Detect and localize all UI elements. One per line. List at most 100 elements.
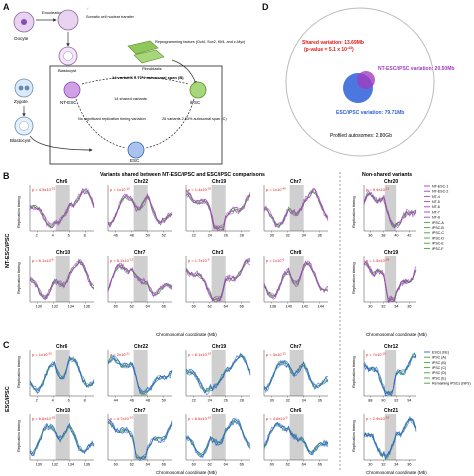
b-plot-bottom-4: Chr8 p = 1x10-6 138 140 142 144 — [263, 250, 329, 309]
x-tick-label: 36 — [318, 234, 322, 238]
x-tick-label: 46 — [114, 234, 118, 238]
x-tick-label: 34 — [302, 234, 306, 238]
series-line — [363, 261, 417, 303]
chromosome-label: Chr7 — [134, 408, 146, 414]
series-line — [185, 193, 251, 230]
x-tick-label: 64 — [224, 305, 228, 309]
x-tick-label: 62 — [286, 463, 290, 467]
x-tick-label: 62 — [130, 305, 134, 309]
x-tick-label: 6 — [68, 234, 70, 238]
variant-region — [211, 185, 226, 231]
x-tick-label: 28 — [240, 399, 244, 403]
x-tick-label: 30 — [270, 234, 274, 238]
x-tick-label: 134 — [68, 305, 74, 309]
blastocyst-left-label: Blastocyst — [10, 138, 31, 143]
panel-label-d: D — [262, 2, 269, 12]
variant-region — [133, 350, 148, 396]
variant-region — [384, 256, 397, 302]
series-line — [263, 422, 329, 456]
panel-b-row-label: NT-ESC/iPSC — [5, 233, 11, 268]
legend-c: ESCs (hE) iPSC (A)iPSC (B)iPSC (C)iPSC (D… — [424, 350, 471, 386]
legend-label: iPSC (B) — [432, 361, 446, 365]
x-tick-label: 60 — [114, 305, 118, 309]
x-tick-label: 130 — [36, 463, 42, 467]
series-line — [185, 189, 251, 231]
x-tick-label: 22 — [192, 399, 196, 403]
series-line — [29, 190, 95, 227]
oocyte-label: Oocyte — [14, 36, 29, 41]
x-tick-label: 142 — [302, 305, 308, 309]
variant-region — [289, 350, 304, 396]
nt-ipsc-circle — [357, 71, 375, 89]
x-tick-label: 34 — [302, 399, 306, 403]
x-tick-label: 24 — [208, 399, 212, 403]
legend-label: NT-4 — [432, 195, 440, 199]
x-tick-label: 62 — [130, 463, 134, 467]
panel-b-nonshared: Non-shared variants — [362, 172, 412, 178]
p-value: p = 1.4x10-20 — [188, 187, 211, 193]
x-tick-label: 22 — [192, 234, 196, 238]
legend-label: iPSC-F — [432, 247, 444, 251]
x-tick-label: 46 — [130, 399, 134, 403]
right-variants-label: 26 variants 2.63% autosomal span (C) — [162, 117, 227, 121]
legend-label: iPSC-B — [432, 226, 444, 230]
fibroblast-2 — [133, 49, 165, 64]
x-tick-label: 66 — [162, 463, 166, 467]
series-line — [185, 258, 251, 302]
x-tick-label: 64 — [146, 463, 150, 467]
x-tick-label: 132 — [52, 305, 58, 309]
series-line — [263, 260, 329, 299]
legend-label: NT-5 — [432, 200, 440, 204]
p-value: p = 1x10-40 — [266, 187, 286, 193]
p-value: p = 4.5x10-32 — [32, 187, 55, 193]
chromosome-label: Chr6 — [56, 344, 68, 350]
p-value: p = 9.4x10-12 — [366, 187, 389, 193]
p-value: p = 6.1x10-19 — [188, 352, 211, 358]
x-tick-label: 140 — [286, 305, 292, 309]
chromosome-label: Chr7 — [134, 250, 146, 256]
x-tick-label: 30 — [270, 399, 274, 403]
nt-esc-cell — [63, 81, 81, 99]
legend-label: iPSC (D) — [432, 371, 446, 375]
b-xlabel: Chromosomal coordinate (Mb) — [156, 332, 217, 337]
x-tick-label: 60 — [114, 463, 118, 467]
reprog-arrow — [171, 59, 197, 85]
x-tick-label: 52 — [162, 234, 166, 238]
p-value: p = 4.7x10-10 — [110, 416, 133, 422]
series-line — [29, 424, 95, 456]
x-tick-label: 60 — [192, 463, 196, 467]
esc-cell — [127, 141, 145, 159]
legend-label: iPSC-C — [432, 231, 444, 235]
c-plot-top-2: Chr22 p = 2x10-21 44 46 48 50 — [107, 344, 173, 403]
x-tick-label: 60 — [270, 463, 274, 467]
legend-label: iPSC-D — [432, 236, 444, 240]
p-value: p = 1.5x10-29 — [366, 258, 389, 264]
series-line — [263, 188, 329, 228]
b-ns-xlabel: Chromosomal coordinate (Mb) — [366, 332, 427, 337]
series-line — [29, 261, 95, 300]
series-line — [29, 187, 95, 229]
legend-label: iPSC (A) — [432, 356, 446, 360]
p-value: p = 1.7x10-9 — [188, 258, 210, 264]
x-tick-label: 8 — [84, 399, 86, 403]
x-tick-label: 66 — [240, 305, 244, 309]
legend-label: iPSC (C) — [432, 366, 446, 370]
somatic-transfer-label: Somatic cell nuclear transfer — [86, 15, 135, 19]
x-tick-label: 36 — [407, 463, 411, 467]
series-line — [363, 193, 417, 229]
variant-region — [211, 256, 226, 302]
c-plot-top-4: Chr7 p = 3x10-15 30 32 34 36 — [263, 344, 329, 403]
variant-region — [384, 350, 397, 396]
nt-esc-label: NT-ESC — [60, 100, 77, 105]
series-line — [29, 187, 95, 228]
no-sig-label: No significant replication timing variat… — [78, 117, 146, 121]
series-line — [263, 359, 329, 390]
zygote-cell — [14, 78, 34, 98]
x-tick-label: 62 — [208, 305, 212, 309]
